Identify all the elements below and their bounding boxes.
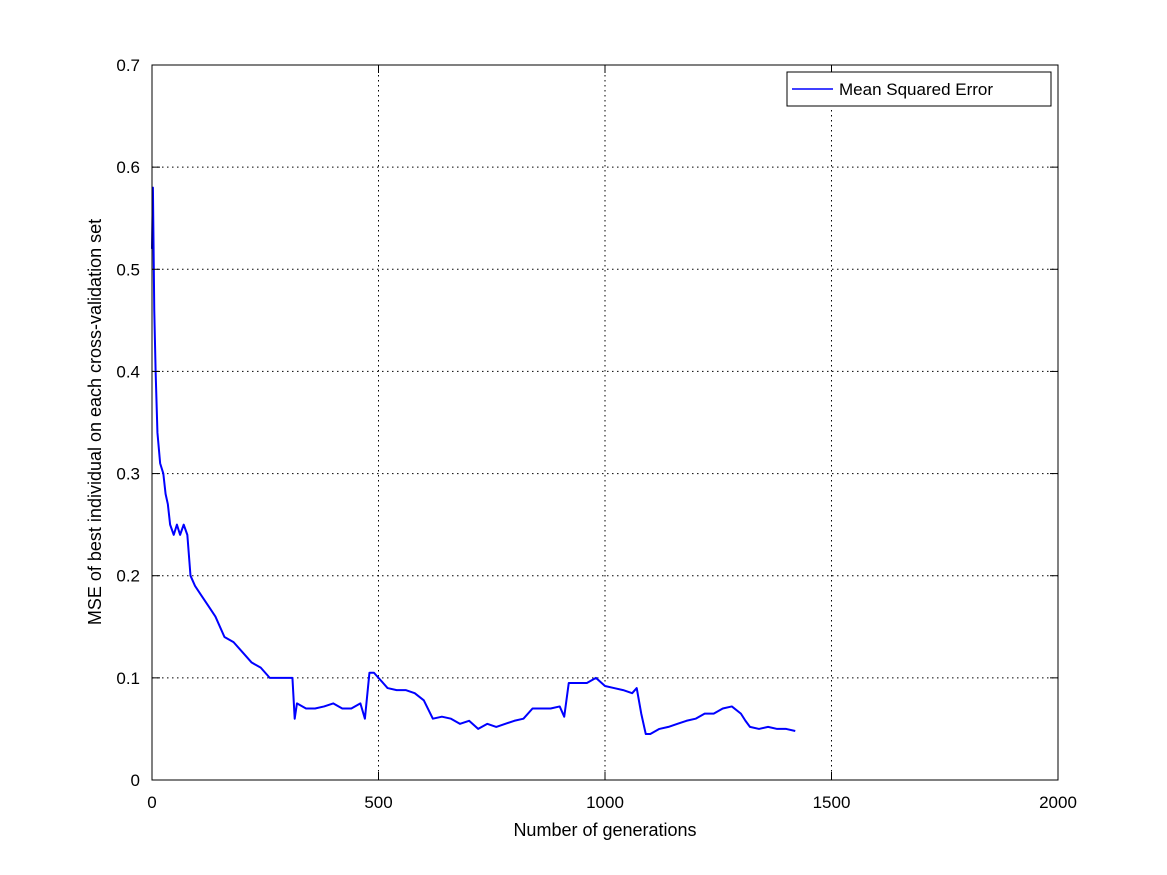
x-tick-label: 2000 [1039,793,1077,812]
x-axis-title: Number of generations [513,820,696,840]
grid [152,65,1058,780]
y-tick-label: 0.7 [116,56,140,75]
ticks: 0 500 1000 1500 2000 0 0.1 0.2 0.3 0.4 0.5 0.6 0.7 [116,56,1077,812]
y-tick-label: 0.1 [116,669,140,688]
legend-label: Mean Squared Error [839,80,993,99]
y-tick-label: 0.4 [116,362,140,381]
y-tick-label: 0.3 [116,465,140,484]
x-tick-label: 1500 [813,793,851,812]
y-tick-label: 0.6 [116,158,140,177]
series-line-mean-squared-error [151,186,796,736]
y-tick-label: 0.2 [116,567,140,586]
x-tick-label: 500 [364,793,392,812]
series-layer [151,186,796,736]
y-axis-title: MSE of best individual on each cross-val… [85,219,105,625]
y-tick-label: 0 [131,771,140,790]
x-tick-label: 0 [147,793,156,812]
y-tick-label: 0.5 [116,260,140,279]
x-tick-label: 1000 [586,793,624,812]
legend: Mean Squared Error [786,71,1052,107]
plot-area [152,65,1058,780]
